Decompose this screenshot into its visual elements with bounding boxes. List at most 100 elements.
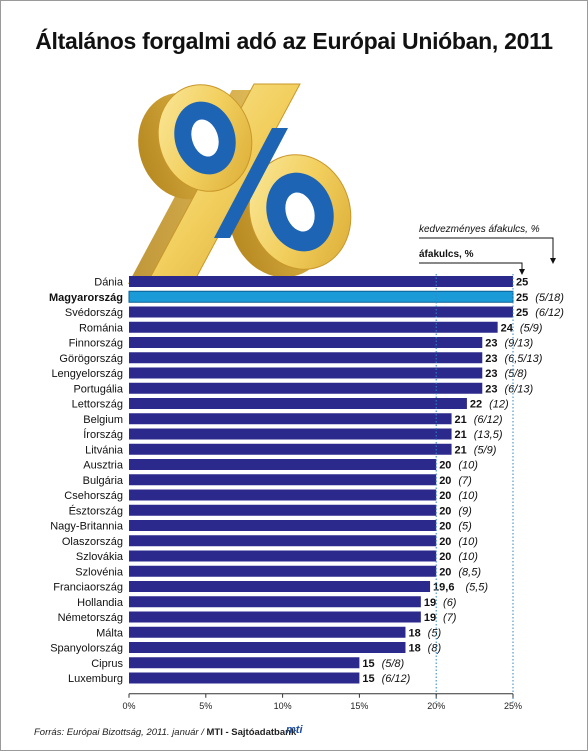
value-label-13: 20: [439, 475, 451, 487]
x-tick-label-0: 0%: [122, 701, 135, 711]
chart-title: Általános forgalmi adó az Európai Unióba…: [35, 28, 553, 54]
reduced-label-24: (8): [428, 643, 442, 655]
reduced-label-16: (5): [458, 521, 472, 533]
country-label-17: Olaszország: [62, 536, 123, 548]
country-label-9: Belgium: [83, 414, 123, 426]
value-label-25: 15: [362, 658, 374, 670]
value-label-23: 18: [408, 627, 420, 639]
value-label-16: 20: [439, 521, 451, 533]
bar-15: [129, 504, 437, 516]
bar-2: [129, 306, 513, 318]
country-label-4: Finnország: [69, 338, 123, 350]
value-label-10: 21: [455, 429, 467, 441]
country-label-3: Románia: [79, 322, 124, 334]
bar-5: [129, 352, 483, 364]
value-label-9: 21: [455, 414, 467, 426]
value-label-12: 20: [439, 460, 451, 472]
value-label-14: 20: [439, 490, 451, 502]
country-label-0: Dánia: [94, 277, 124, 289]
value-label-7: 23: [485, 383, 497, 395]
bar-1: [128, 290, 514, 303]
reduced-label-9: (6/12): [474, 414, 503, 426]
bar-8: [129, 398, 467, 409]
bar-17: [129, 535, 437, 547]
country-label-22: Németország: [58, 612, 123, 624]
reduced-label-8: (12): [489, 399, 509, 411]
value-label-26: 15: [362, 673, 374, 685]
country-label-18: Szlovákia: [76, 551, 124, 563]
source-agency: MTI - Sajtóadatbank: [206, 727, 297, 738]
bar-21: [129, 596, 421, 608]
value-label-4: 23: [485, 338, 497, 350]
reduced-label-12: (10): [458, 460, 478, 472]
mti-logo: mti: [286, 724, 303, 736]
value-label-8: 22: [470, 399, 482, 411]
x-tick-label-4: 20%: [427, 701, 445, 711]
country-label-12: Ausztria: [83, 460, 124, 472]
bar-14: [129, 489, 437, 501]
bar-11: [129, 443, 452, 455]
bar-7: [129, 382, 483, 394]
reduced-label-26: (6/12): [382, 673, 411, 685]
legend-standard-rate: áfakulcs, %: [419, 249, 474, 260]
value-label-0: 25: [516, 277, 528, 289]
percent-sign-illustration: [128, 83, 352, 284]
value-label-5: 23: [485, 353, 497, 365]
legend-reduced-rate: kedvezményes áfakulcs, %: [419, 224, 540, 235]
value-label-17: 20: [439, 536, 451, 548]
x-tick-label-5: 25%: [504, 701, 522, 711]
bar-9: [129, 413, 452, 425]
country-label-7: Portugália: [73, 383, 123, 395]
value-label-22: 19: [424, 612, 436, 624]
bar-3: [129, 321, 498, 333]
reduced-label-19: (8,5): [458, 566, 481, 578]
country-label-16: Nagy-Britannia: [50, 521, 124, 533]
reduced-label-13: (7): [458, 475, 472, 487]
country-label-6: Lengyelország: [51, 368, 123, 380]
x-tick-label-3: 15%: [350, 701, 368, 711]
country-label-26: Luxemburg: [68, 673, 123, 685]
bar-12: [129, 459, 437, 470]
country-label-2: Svédország: [65, 307, 123, 319]
reduced-label-7: (6/13): [504, 383, 533, 395]
country-label-5: Görögország: [59, 353, 123, 365]
bar-4: [129, 337, 483, 348]
country-label-11: Litvánia: [85, 444, 124, 456]
country-label-8: Lettország: [72, 399, 123, 411]
bar-0: [129, 276, 513, 287]
x-tick-label-2: 10%: [274, 701, 292, 711]
country-label-21: Hollandia: [77, 597, 124, 609]
reduced-label-1: (5/18): [535, 292, 564, 304]
reduced-label-10: (13,5): [474, 429, 503, 441]
value-label-20: 19,6: [433, 582, 454, 594]
country-label-1: Magyarország: [49, 292, 123, 304]
value-label-11: 21: [455, 444, 467, 456]
reduced-label-5: (6,5/13): [504, 353, 542, 365]
bar-20: [129, 581, 431, 592]
bar-24: [129, 642, 406, 653]
value-label-24: 18: [408, 643, 420, 655]
x-tick-label-1: 5%: [199, 701, 212, 711]
country-label-20: Franciaország: [53, 582, 123, 594]
reduced-label-18: (10): [458, 551, 478, 563]
bar-13: [129, 474, 437, 486]
reduced-label-22: (7): [443, 612, 457, 624]
value-label-19: 20: [439, 566, 451, 578]
source-prefix: Forrás: Európai Bizottság, 2011. január …: [34, 727, 207, 738]
reduced-label-15: (9): [458, 505, 472, 517]
country-label-25: Ciprus: [91, 658, 123, 670]
value-label-3: 24: [501, 322, 514, 334]
reduced-label-21: (6): [443, 597, 457, 609]
reduced-label-17: (10): [458, 536, 478, 548]
country-label-24: Spanyolország: [50, 643, 123, 655]
reduced-label-3: (5/9): [520, 322, 543, 334]
value-label-1: 25: [516, 292, 528, 304]
bar-16: [129, 520, 437, 531]
value-label-15: 20: [439, 505, 451, 517]
value-label-18: 20: [439, 551, 451, 563]
source-note: Forrás: Európai Bizottság, 2011. január …: [34, 727, 296, 738]
bar-10: [129, 428, 452, 440]
reduced-label-6: (5/8): [504, 368, 527, 380]
country-label-23: Málta: [96, 627, 124, 639]
